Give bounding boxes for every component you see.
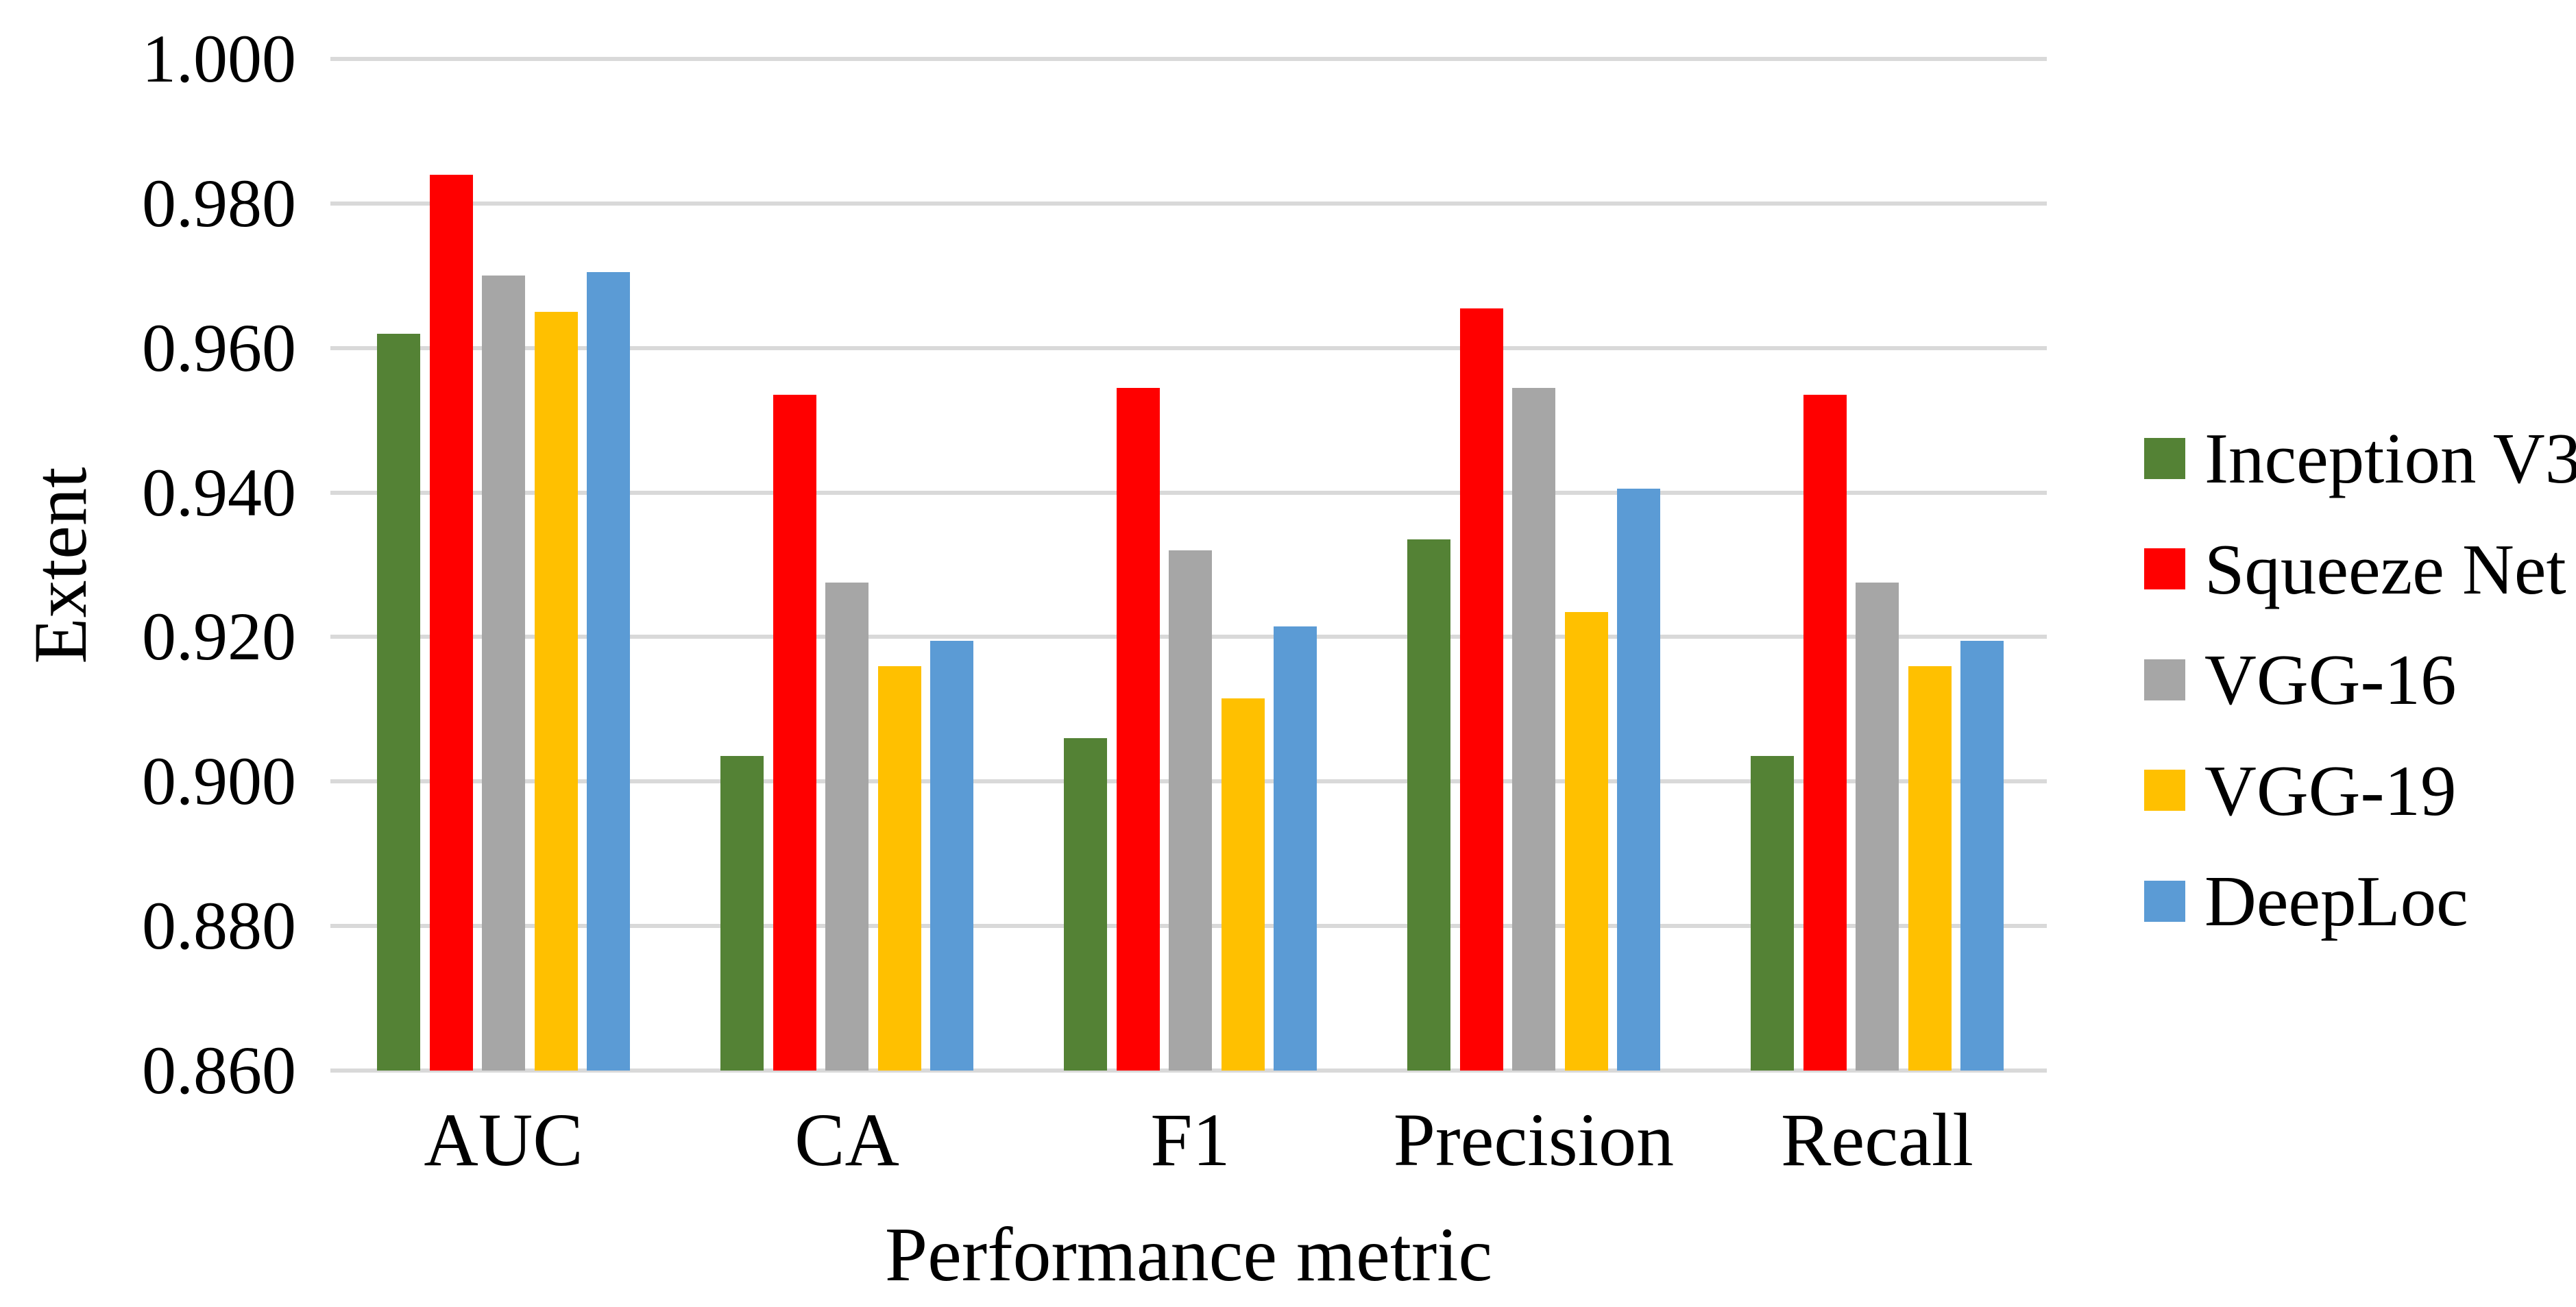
legend-swatch	[2144, 880, 2185, 922]
bar-precision-vgg-16	[1512, 387, 1555, 1071]
bar-f1-squeeze-net	[1116, 387, 1160, 1071]
y-tick-label: 0.920	[142, 598, 296, 675]
gridline	[330, 201, 2047, 206]
x-axis-title: Performance metric	[884, 1212, 1493, 1297]
legend-swatch	[2144, 548, 2185, 589]
legend-label: DeepLoc	[2204, 861, 2468, 941]
legend-swatch	[2144, 659, 2185, 700]
bar-ca-deeploc	[930, 640, 973, 1071]
legend-swatch	[2144, 437, 2185, 479]
bar-f1-vgg-16	[1169, 550, 1212, 1071]
bar-f1-vgg-19	[1221, 698, 1265, 1071]
legend-item-inception-v3: Inception V3	[2144, 422, 2576, 494]
bar-recall-vgg-19	[1908, 665, 1952, 1071]
legend-label: VGG-19	[2204, 750, 2457, 831]
bar-ca-vgg-19	[877, 665, 921, 1071]
bar-auc-vgg-16	[482, 276, 525, 1071]
bar-ca-squeeze-net	[773, 395, 816, 1071]
bar-precision-squeeze-net	[1459, 308, 1503, 1071]
bar-recall-squeeze-net	[1803, 395, 1847, 1071]
bar-precision-deeploc	[1617, 489, 1660, 1071]
legend-label: VGG-16	[2204, 639, 2457, 720]
y-tick-label: 0.880	[142, 888, 296, 964]
bar-precision-inception-v3	[1407, 539, 1450, 1071]
legend-label: Inception V3	[2204, 418, 2576, 498]
y-tick-label: 0.940	[142, 454, 296, 530]
bar-auc-deeploc	[587, 272, 630, 1071]
y-tick-label: 0.900	[142, 743, 296, 820]
bar-f1-deeploc	[1274, 626, 1317, 1071]
legend-item-deeploc: DeepLoc	[2144, 865, 2468, 937]
category-label-precision: Precision	[1393, 1098, 1675, 1182]
gridline	[330, 1068, 2047, 1073]
bar-ca-vgg-16	[825, 583, 868, 1071]
gridline	[330, 57, 2047, 61]
gridline	[330, 490, 2047, 495]
bar-recall-inception-v3	[1751, 756, 1794, 1071]
category-label-ca: CA	[794, 1098, 899, 1182]
y-tick-label: 0.860	[142, 1032, 296, 1108]
gridline	[330, 345, 2047, 350]
bar-auc-inception-v3	[377, 333, 420, 1071]
bar-precision-vgg-19	[1564, 611, 1608, 1071]
legend-swatch	[2144, 770, 2185, 811]
category-label-f1: F1	[1150, 1098, 1230, 1182]
bar-recall-deeploc	[1960, 640, 2004, 1071]
y-tick-label: 0.980	[142, 164, 296, 241]
bar-ca-inception-v3	[720, 756, 764, 1071]
bar-f1-inception-v3	[1064, 738, 1107, 1071]
bar-auc-squeeze-net	[429, 174, 473, 1071]
legend-label: Squeeze Net	[2204, 528, 2566, 609]
bar-recall-vgg-16	[1856, 583, 1899, 1071]
y-tick-label: 1.000	[142, 21, 296, 97]
bar-auc-vgg-19	[534, 312, 578, 1071]
y-axis-title: Extent	[19, 467, 102, 664]
legend-item-vgg-19: VGG-19	[2144, 755, 2456, 827]
legend-item-vgg-16: VGG-16	[2144, 644, 2456, 716]
legend-item-squeeze-net: Squeeze Net	[2144, 533, 2566, 605]
y-tick-label: 0.960	[142, 309, 296, 386]
category-label-auc: AUC	[424, 1098, 583, 1182]
category-label-recall: Recall	[1781, 1098, 1973, 1182]
